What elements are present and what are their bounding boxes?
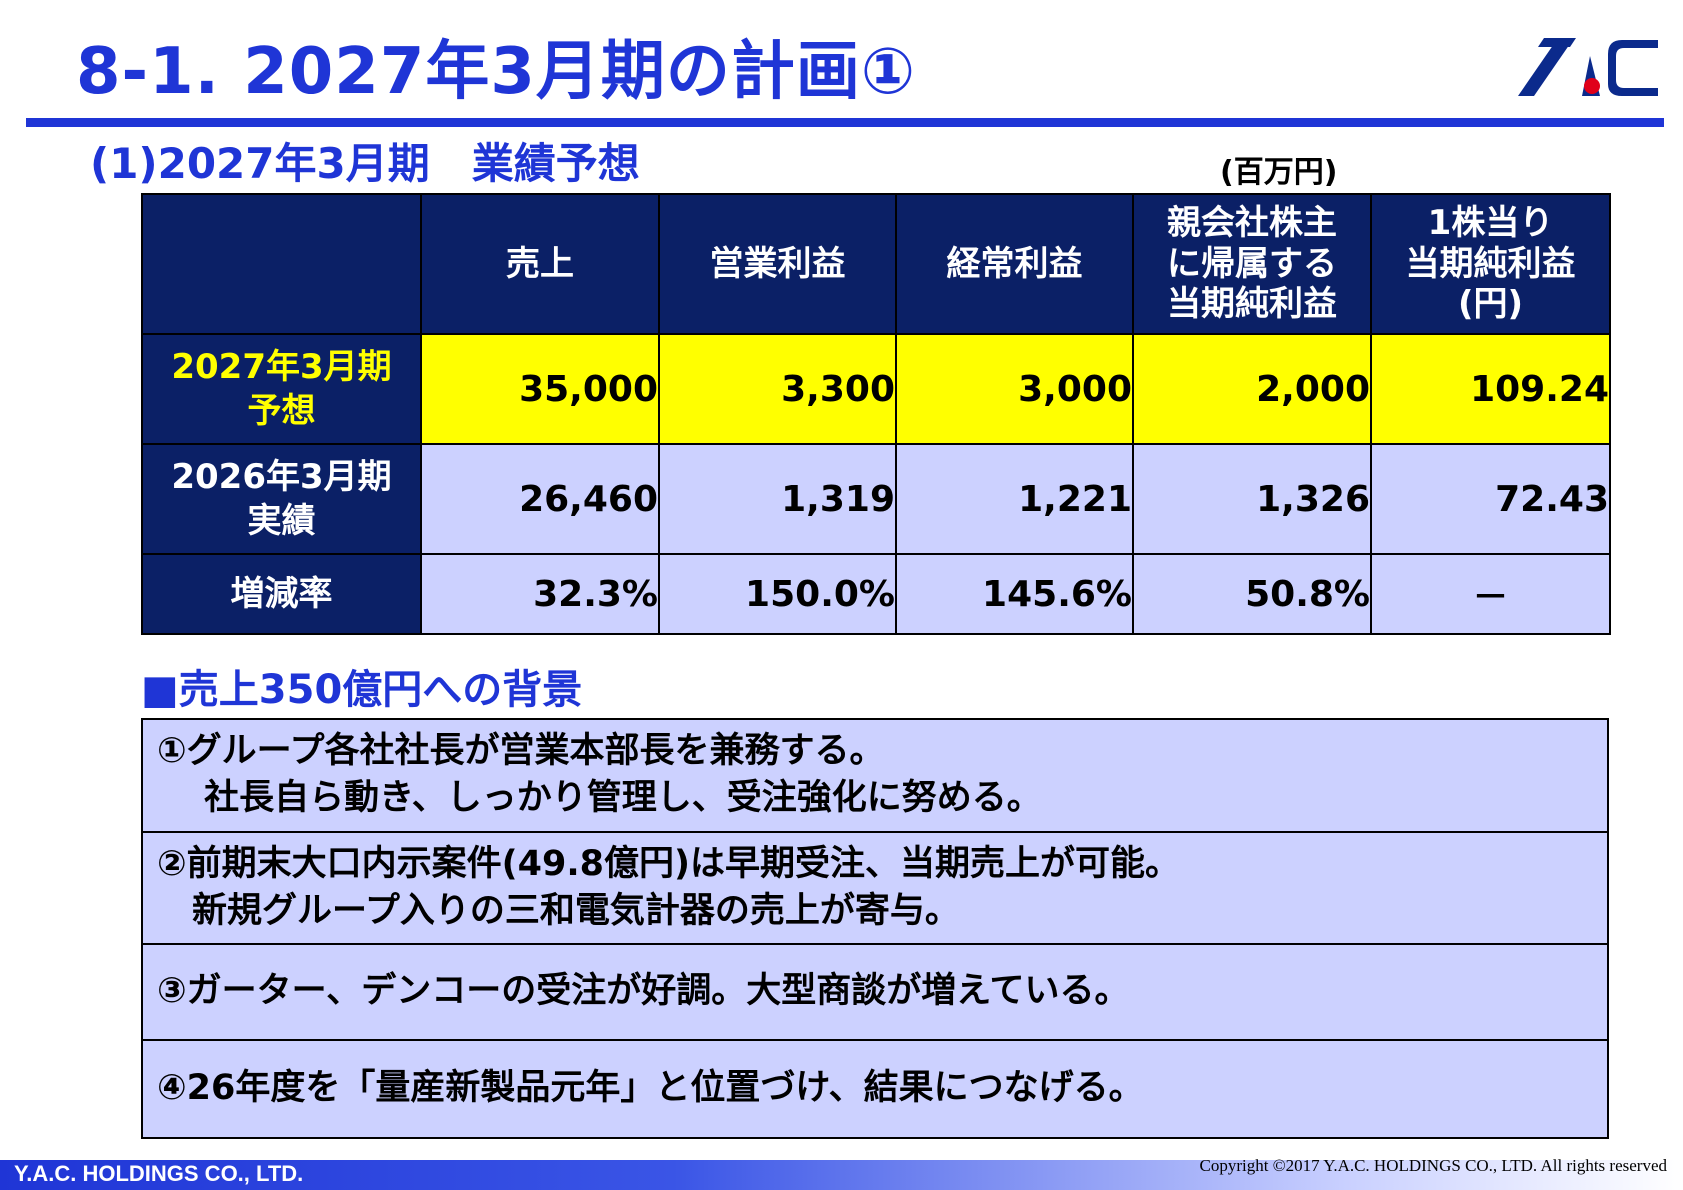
cell-sales: 32.3% xyxy=(420,553,660,635)
forecast-table: 売上 営業利益 経常利益 親会社株主 に帰属する 当期純利益 1株当り 当期純利… xyxy=(141,193,1611,635)
list-item: ③ガーター、デンコーの受注が好調。大型商談が増えている。 xyxy=(141,943,1609,1041)
list-item: ④26年度を「量産新製品元年」と位置づけ、結果につなげる。 xyxy=(141,1039,1609,1139)
table-header-row: 売上 営業利益 経常利益 親会社株主 に帰属する 当期純利益 1株当り 当期純利… xyxy=(141,193,1611,335)
cell-ordinary-profit: 3,000 xyxy=(895,333,1134,445)
header-cell-blank xyxy=(141,193,422,335)
row-label-actual: 2026年3月期 実績 xyxy=(141,443,422,555)
yac-logo-icon xyxy=(1518,38,1658,96)
table-row: 2026年3月期 実績 26,460 1,319 1,221 1,326 72.… xyxy=(141,443,1611,555)
header-cell-sales: 売上 xyxy=(420,193,660,335)
header-cell-net-income: 親会社株主 に帰属する 当期純利益 xyxy=(1132,193,1372,335)
reason-item-1: ①グループ各社社長が営業本部長を兼務する。 社長自ら動き、しっかり管理し、受注強… xyxy=(141,718,1609,833)
cell-net-income: 2,000 xyxy=(1132,333,1372,445)
reason-item-4: ④26年度を「量産新製品元年」と位置づけ、結果につなげる。 xyxy=(141,1039,1609,1139)
cell-operating-profit: 1,319 xyxy=(658,443,897,555)
page-title: 8-1. 2027年3月期の計画① xyxy=(76,35,917,109)
reason-line: 新規グループ入りの三和電気計器の売上が寄与。 xyxy=(157,890,960,931)
cell-ordinary-profit: 145.6% xyxy=(895,553,1134,635)
reason-line: ②前期末大口内示案件(49.8億円)は早期受注、当期売上が可能。 xyxy=(157,843,1180,884)
section-subtitle: (1)2027年3月期 業績予想 xyxy=(90,139,640,188)
list-item: ①グループ各社社長が営業本部長を兼務する。 社長自ら動き、しっかり管理し、受注強… xyxy=(141,718,1609,833)
cell-eps: 72.43 xyxy=(1370,443,1611,555)
unit-label: (百万円) xyxy=(1220,155,1338,190)
row-label-forecast: 2027年3月期 予想 xyxy=(141,333,422,445)
footer-bar xyxy=(0,1160,1683,1190)
reason-item-2: ②前期末大口内示案件(49.8億円)は早期受注、当期売上が可能。 新規グループ入… xyxy=(141,830,1609,945)
cell-eps: 109.24 xyxy=(1370,333,1611,445)
row-label-change-rate: 増減率 xyxy=(141,553,422,635)
header-cell-ordinary-profit: 経常利益 xyxy=(895,193,1134,335)
table-row: 増減率 32.3% 150.0% 145.6% 50.8% － xyxy=(141,553,1611,635)
background-heading: ■売上350億円への背景 xyxy=(141,667,583,713)
footer-company: Y.A.C. HOLDINGS CO., LTD. xyxy=(14,1161,304,1186)
reason-line: ①グループ各社社長が営業本部長を兼務する。 xyxy=(157,731,885,771)
cell-sales: 35,000 xyxy=(420,333,660,445)
cell-net-income: 1,326 xyxy=(1132,443,1372,555)
title-underline xyxy=(26,118,1664,127)
cell-operating-profit: 150.0% xyxy=(658,553,897,635)
list-item: ②前期末大口内示案件(49.8億円)は早期受注、当期売上が可能。 新規グループ入… xyxy=(141,830,1609,945)
header-cell-eps: 1株当り 当期純利益 (円) xyxy=(1370,193,1611,335)
cell-net-income: 50.8% xyxy=(1132,553,1372,635)
cell-eps: － xyxy=(1370,553,1611,635)
background-list: ①グループ各社社長が営業本部長を兼務する。 社長自ら動き、しっかり管理し、受注強… xyxy=(141,718,1609,1139)
table-row: 2027年3月期 予想 35,000 3,300 3,000 2,000 109… xyxy=(141,333,1611,445)
cell-operating-profit: 3,300 xyxy=(658,333,897,445)
cell-ordinary-profit: 1,221 xyxy=(895,443,1134,555)
cell-sales: 26,460 xyxy=(420,443,660,555)
copyright-notice: Copyright ©2017 Y.A.C. HOLDINGS CO., LTD… xyxy=(1199,1156,1668,1175)
header-cell-operating-profit: 営業利益 xyxy=(658,193,897,335)
reason-item-3: ③ガーター、デンコーの受注が好調。大型商談が増えている。 xyxy=(141,943,1609,1041)
reason-line: 社長自ら動き、しっかり管理し、受注強化に努める。 xyxy=(157,778,1042,819)
